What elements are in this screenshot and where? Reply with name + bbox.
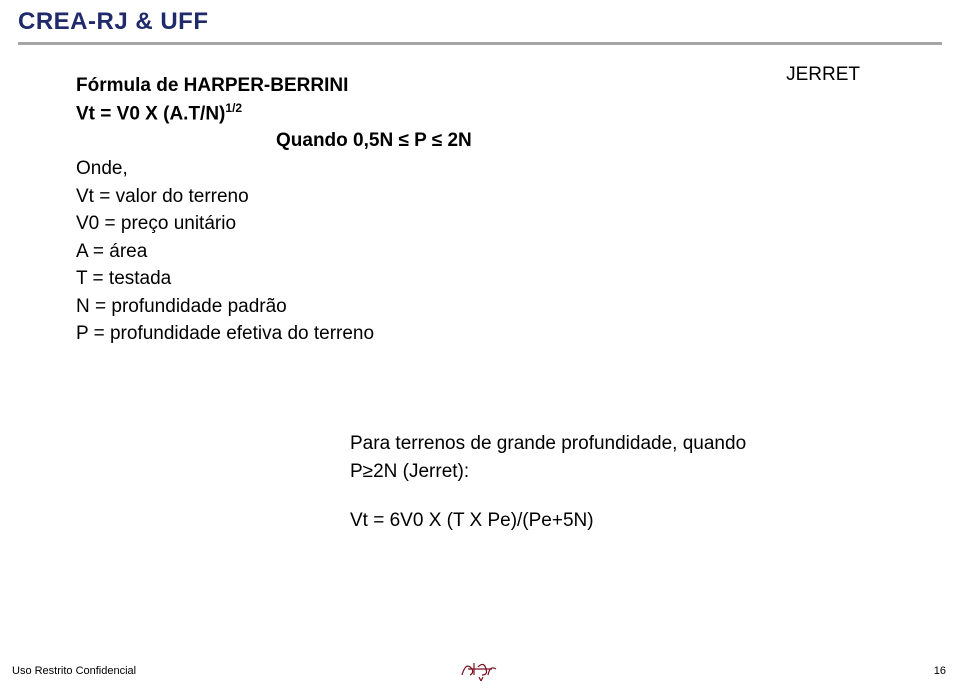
spacer <box>350 485 746 507</box>
lower-line-1: Para terrenos de grande profundidade, qu… <box>350 430 746 458</box>
lower-block: Para terrenos de grande profundidade, qu… <box>350 430 746 535</box>
formula-condition: Quando 0,5N ≤ P ≤ 2N <box>276 127 920 155</box>
def-line: A = área <box>76 238 920 266</box>
main-formula-exp: 1/2 <box>225 101 242 115</box>
onde-label: Onde, <box>76 155 920 183</box>
header-rule <box>18 42 942 45</box>
footer-page-number: 16 <box>934 665 946 677</box>
def-line: Vt = valor do terreno <box>76 183 920 211</box>
header-title: CREA-RJ & UFF <box>18 8 942 36</box>
main-formula-prefix: Vt = V0 X (A.T/N) <box>76 103 225 124</box>
def-line: N = profundidade padrão <box>76 293 920 321</box>
def-line: T = testada <box>76 265 920 293</box>
main-formula: Vt = V0 X (A.T/N)1/2 <box>76 100 920 128</box>
footer-left: Uso Restrito Confidencial <box>12 665 136 677</box>
lower-line-2: P≥2N (Jerret): <box>350 458 746 486</box>
footer-logo <box>456 655 504 681</box>
formula-title: Fórmula de HARPER-BERRINI <box>76 72 920 100</box>
slide-header: CREA-RJ & UFF <box>18 8 942 45</box>
content-block: Fórmula de HARPER-BERRINI Vt = V0 X (A.T… <box>76 72 920 348</box>
def-line: V0 = preço unitário <box>76 210 920 238</box>
def-line: P = profundidade efetiva do terreno <box>76 320 920 348</box>
lower-formula: Vt = 6V0 X (T X Pe)/(Pe+5N) <box>350 507 746 535</box>
